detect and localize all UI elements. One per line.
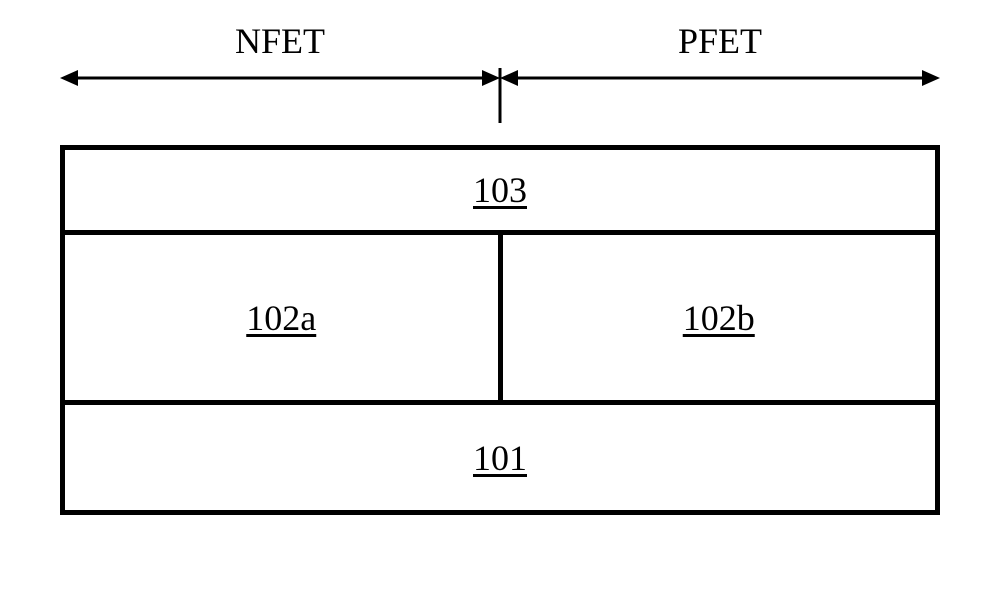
region-102a: 102a	[65, 235, 503, 400]
layer-102: 102a 102b	[65, 235, 935, 405]
dimension-arrows-svg	[60, 68, 940, 138]
arrowhead-center-left-icon	[482, 70, 500, 86]
region-102b-label: 102b	[683, 297, 755, 339]
layer-103-label: 103	[473, 169, 527, 211]
arrowhead-right-icon	[922, 70, 940, 86]
arrowhead-left-icon	[60, 70, 78, 86]
diagram-container: NFET PFET 103 102	[60, 20, 940, 550]
dimension-annotations: NFET PFET	[60, 20, 940, 145]
arrowhead-center-right-icon	[500, 70, 518, 86]
layer-101-label: 101	[473, 437, 527, 479]
layer-101: 101	[65, 405, 935, 510]
layer-103: 103	[65, 150, 935, 235]
cross-section-diagram: 103 102a 102b 101	[60, 145, 940, 515]
region-102a-label: 102a	[246, 297, 316, 339]
region-102b: 102b	[503, 235, 936, 400]
